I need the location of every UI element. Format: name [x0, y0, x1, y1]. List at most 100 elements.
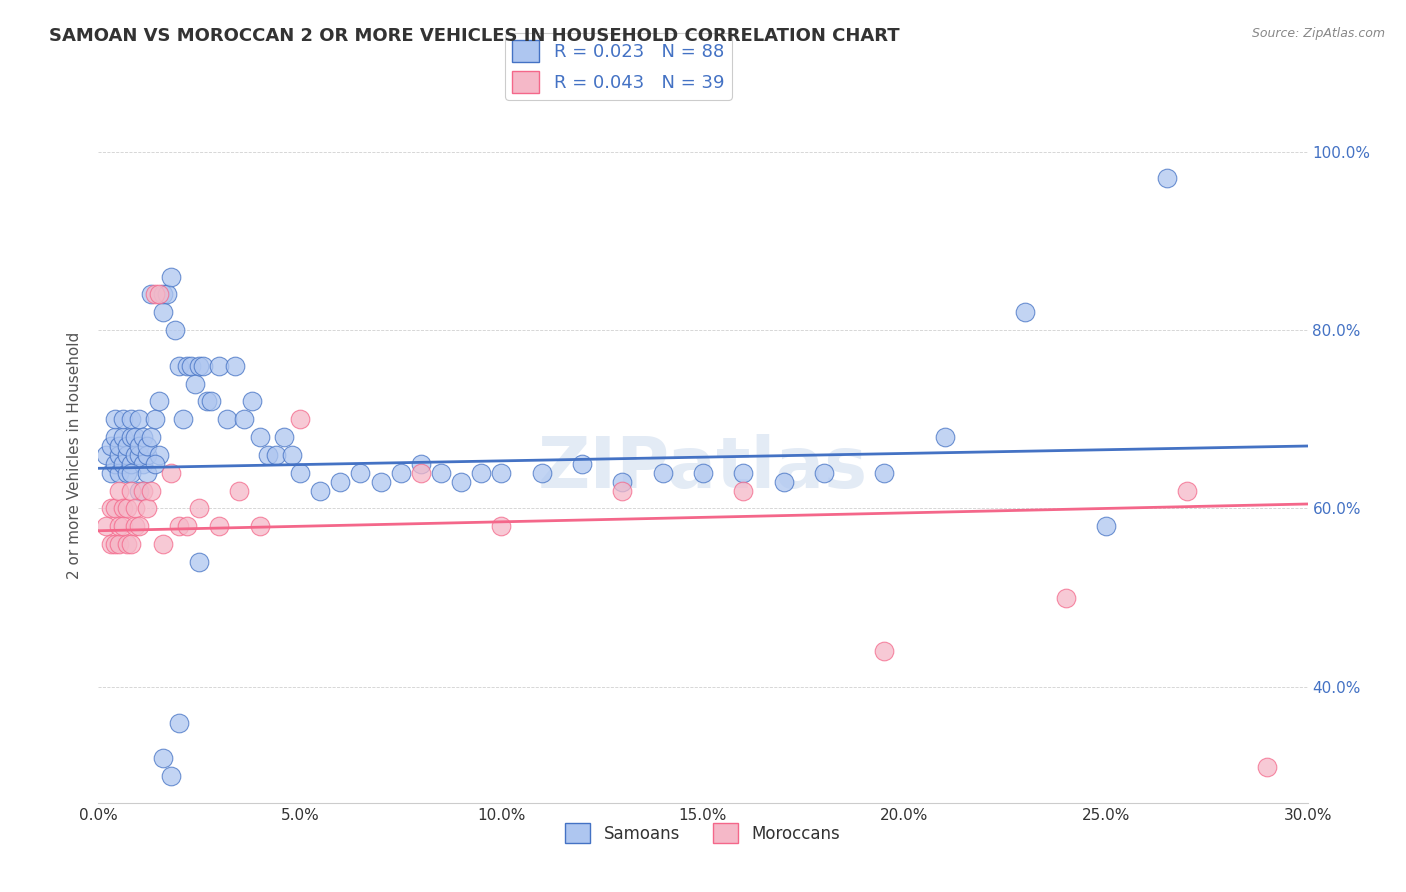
Point	[409, 466, 432, 480]
Point	[143, 457, 166, 471]
Point	[120, 483, 142, 498]
Point	[96, 519, 118, 533]
Point	[100, 537, 122, 551]
Point	[103, 457, 125, 471]
Point	[128, 439, 150, 453]
Point	[228, 483, 250, 498]
Point	[249, 519, 271, 533]
Point	[152, 537, 174, 551]
Point	[103, 501, 125, 516]
Point	[120, 457, 142, 471]
Point	[389, 466, 412, 480]
Point	[139, 430, 162, 444]
Point	[167, 519, 190, 533]
Point	[309, 483, 332, 498]
Point	[1156, 171, 1178, 186]
Point	[934, 430, 956, 444]
Point	[232, 412, 254, 426]
Point	[208, 359, 231, 373]
Point	[143, 412, 166, 426]
Point	[208, 519, 231, 533]
Point	[111, 412, 134, 426]
Point	[813, 466, 835, 480]
Point	[256, 448, 278, 462]
Point	[139, 287, 162, 301]
Point	[139, 483, 162, 498]
Point	[188, 501, 211, 516]
Point	[1256, 760, 1278, 774]
Point	[176, 359, 198, 373]
Point	[107, 519, 129, 533]
Point	[111, 457, 134, 471]
Point	[1175, 483, 1198, 498]
Point	[160, 269, 183, 284]
Text: ZIPatlas: ZIPatlas	[538, 434, 868, 503]
Point	[120, 430, 142, 444]
Point	[148, 394, 170, 409]
Point	[612, 475, 634, 489]
Point	[128, 519, 150, 533]
Point	[409, 457, 432, 471]
Point	[733, 483, 755, 498]
Point	[128, 483, 150, 498]
Point	[132, 483, 155, 498]
Point	[100, 501, 122, 516]
Point	[135, 448, 157, 462]
Point	[224, 359, 246, 373]
Point	[103, 412, 125, 426]
Point	[111, 501, 134, 516]
Point	[772, 475, 794, 489]
Point	[148, 448, 170, 462]
Point	[107, 466, 129, 480]
Point	[491, 466, 513, 480]
Point	[240, 394, 263, 409]
Point	[111, 430, 134, 444]
Point	[470, 466, 492, 480]
Point	[107, 483, 129, 498]
Point	[115, 439, 138, 453]
Point	[143, 287, 166, 301]
Point	[100, 439, 122, 453]
Point	[1014, 305, 1036, 319]
Point	[1054, 591, 1077, 605]
Point	[329, 475, 352, 489]
Point	[160, 466, 183, 480]
Point	[128, 412, 150, 426]
Point	[124, 430, 146, 444]
Point	[612, 483, 634, 498]
Point	[152, 287, 174, 301]
Point	[176, 519, 198, 533]
Point	[115, 501, 138, 516]
Point	[370, 475, 392, 489]
Point	[135, 501, 157, 516]
Point	[120, 537, 142, 551]
Point	[180, 359, 202, 373]
Point	[530, 466, 553, 480]
Point	[651, 466, 673, 480]
Point	[193, 359, 215, 373]
Point	[107, 537, 129, 551]
Point	[264, 448, 287, 462]
Point	[217, 412, 239, 426]
Y-axis label: 2 or more Vehicles in Household: 2 or more Vehicles in Household	[66, 331, 82, 579]
Point	[163, 323, 186, 337]
Point	[873, 644, 896, 658]
Point	[430, 466, 453, 480]
Point	[115, 537, 138, 551]
Point	[96, 448, 118, 462]
Point	[124, 448, 146, 462]
Point	[167, 715, 190, 730]
Point	[873, 466, 896, 480]
Point	[124, 501, 146, 516]
Point	[120, 412, 142, 426]
Point	[172, 412, 194, 426]
Point	[107, 448, 129, 462]
Legend: Samoans, Moroccans: Samoans, Moroccans	[558, 816, 848, 850]
Point	[733, 466, 755, 480]
Point	[152, 305, 174, 319]
Point	[349, 466, 371, 480]
Point	[450, 475, 472, 489]
Point	[124, 519, 146, 533]
Point	[100, 466, 122, 480]
Point	[692, 466, 714, 480]
